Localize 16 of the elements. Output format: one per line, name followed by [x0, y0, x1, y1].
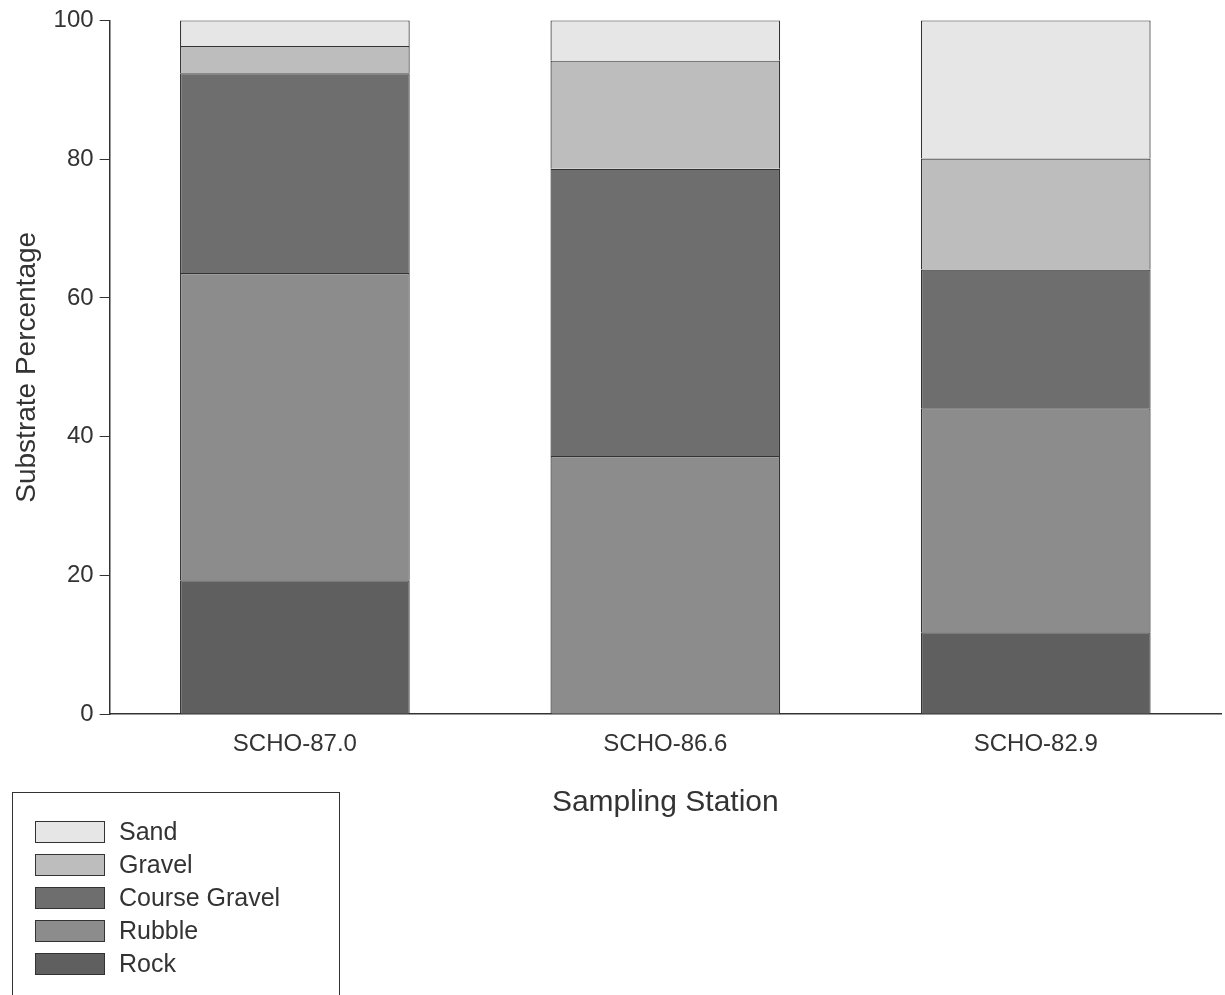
y-tick-label: 80: [66, 143, 94, 171]
y-tick-label: 60: [66, 282, 94, 310]
y-tick-label: 40: [66, 421, 94, 449]
legend-label: Gravel: [119, 850, 193, 879]
x-tick-label: SCHO-82.9: [973, 729, 1098, 757]
legend-label: Rock: [119, 949, 176, 978]
legend-label: Course Gravel: [119, 883, 281, 912]
legend-label: Sand: [119, 817, 178, 846]
y-tick-label: 0: [80, 698, 94, 726]
y-tick-label: 100: [53, 5, 94, 33]
y-tick-label: 20: [66, 560, 94, 588]
x-axis-title: Sampling Station: [551, 784, 779, 818]
y-axis-title: Substrate Percentage: [9, 231, 41, 503]
x-tick-label: SCHO-86.6: [603, 729, 728, 757]
legend-label: Rubble: [119, 916, 199, 945]
x-tick-label: SCHO-87.0: [232, 729, 357, 757]
